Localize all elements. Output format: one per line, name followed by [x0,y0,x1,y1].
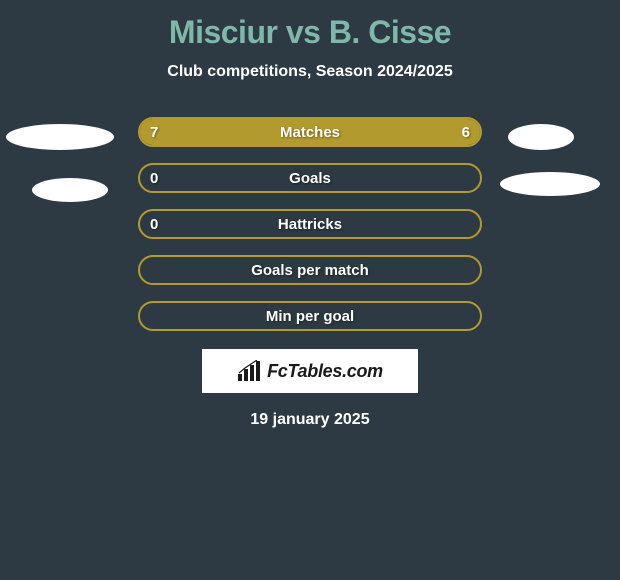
stats-container: Matches76 Goals0 Hattricks0 Goals per match… [0,117,620,331]
club-ellipse-3 [508,124,574,150]
comparison-title: Misciur vs B. Cisse [0,0,620,51]
stat-row-min-per-goal: Min per goal [138,301,482,331]
stat-bar-left-fill [140,119,480,145]
subtitle: Club competitions, Season 2024/2025 [0,63,620,81]
stat-bar-track [138,117,482,147]
stat-row-hattricks: Hattricks0 [138,209,482,239]
stat-bar-track [138,301,482,331]
date-text: 19 january 2025 [0,411,620,429]
fctables-logo: FcTables.com [202,349,418,393]
logo-text: FcTables.com [267,361,383,382]
stat-row-goals-per-match: Goals per match [138,255,482,285]
club-ellipse-2 [500,172,600,196]
club-ellipse-0 [6,124,114,150]
bars-icon [237,360,263,382]
vs-text: vs [286,14,321,50]
stat-row-goals: Goals0 [138,163,482,193]
stat-bar-track [138,209,482,239]
stat-bar-track [138,163,482,193]
stat-row-matches: Matches76 [138,117,482,147]
stat-bar-track [138,255,482,285]
player1-name: Misciur [169,14,278,50]
club-ellipse-1 [32,178,108,202]
player2-name: B. Cisse [329,14,451,50]
